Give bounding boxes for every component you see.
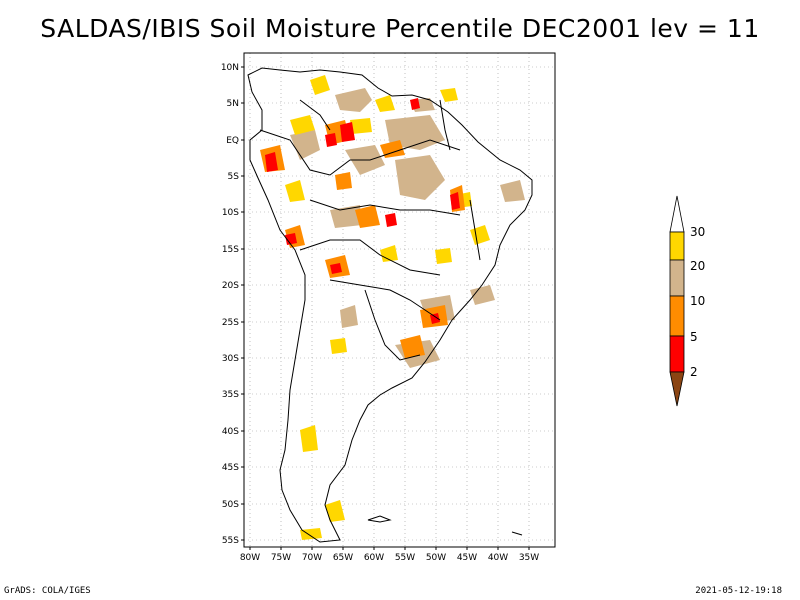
- latitude-tick-labels: 10N 5N EQ 5S 10S 15S 20S 25S 30S 35S 40S 45S 50S 55S: [221, 63, 244, 546]
- colorbar-segment-5: [669, 335, 685, 373]
- lat-tick-label: 5S: [228, 172, 240, 182]
- lon-tick-label: 70W: [302, 553, 322, 563]
- coastline: [247, 67, 533, 543]
- lon-tick-label: 55W: [395, 553, 415, 563]
- colorbar: 30 20 10 5 2: [669, 195, 705, 407]
- lat-tick-label: 5N: [227, 99, 239, 109]
- colorbar-segment-30: [669, 231, 685, 261]
- lat-tick-label: 25S: [222, 318, 239, 328]
- longitude-tick-labels: 80W 75W 70W 65W 60W 55W 50W 45W 40W 35W: [240, 547, 539, 563]
- lat-tick-label: 10S: [222, 208, 239, 218]
- lat-tick-label: 15S: [222, 245, 239, 255]
- footer-timestamp: 2021-05-12-19:18: [695, 586, 782, 596]
- lon-tick-label: 80W: [240, 553, 260, 563]
- colorbar-bottom-arrow: [669, 371, 685, 407]
- lon-tick-label: 60W: [364, 553, 384, 563]
- lat-tick-label: EQ: [226, 136, 239, 146]
- lat-tick-label: 20S: [222, 281, 239, 291]
- footer-credit: GrADS: COLA/IGES: [4, 586, 91, 596]
- colorbar-label-10: 10: [690, 294, 705, 308]
- lon-tick-label: 40W: [488, 553, 508, 563]
- lat-tick-label: 45S: [222, 463, 239, 473]
- lon-tick-label: 45W: [457, 553, 477, 563]
- lat-tick-label: 35S: [222, 390, 239, 400]
- percentile-patches: [260, 75, 525, 540]
- colorbar-segment-20: [669, 259, 685, 297]
- colorbar-label-5: 5: [690, 330, 698, 344]
- lat-tick-label: 55S: [222, 536, 239, 546]
- lon-tick-label: 65W: [333, 553, 353, 563]
- lat-tick-label: 40S: [222, 427, 239, 437]
- lat-tick-label: 30S: [222, 354, 239, 364]
- lon-tick-label: 75W: [271, 553, 291, 563]
- colorbar-label-30: 30: [690, 225, 705, 239]
- lat-tick-label: 50S: [222, 500, 239, 510]
- colorbar-segment-10: [669, 295, 685, 337]
- lon-tick-label: 50W: [426, 553, 446, 563]
- colorbar-label-2: 2: [690, 365, 698, 379]
- map-frame: [243, 52, 556, 548]
- colorbar-label-20: 20: [690, 259, 705, 273]
- lon-tick-label: 35W: [519, 553, 539, 563]
- colorbar-top-arrow: [669, 195, 685, 233]
- lat-tick-label: 10N: [221, 63, 239, 73]
- plot-title: SALDAS/IBIS Soil Moisture Percentile DEC…: [40, 14, 760, 43]
